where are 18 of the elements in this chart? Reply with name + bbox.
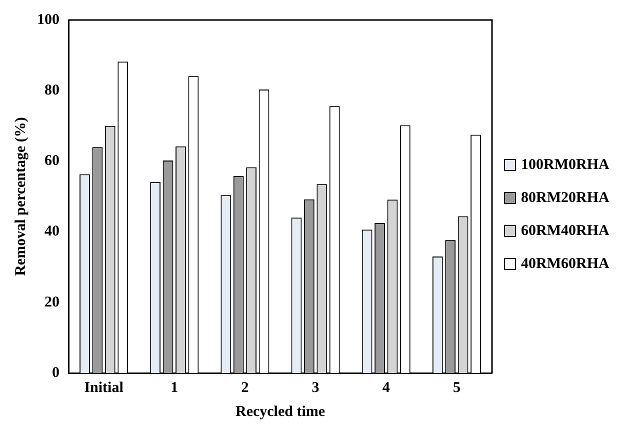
x-tick-label: 3 [312,380,320,396]
y-tick-label: 40 [44,224,60,240]
y-tick-label: 80 [44,82,60,98]
x-tick-label: 4 [382,380,390,396]
text: 40RM60RHA [521,256,610,272]
x-tick-label: 1 [170,380,178,396]
y-tick-label: 60 [44,153,60,170]
y-tick-label: 0 [52,364,60,381]
x-tick-label: 2 [241,380,249,396]
x-axis-title: Recycled time [235,404,326,420]
x-tick-label: 5 [452,380,460,396]
legend-label: 80RM20RHA [521,190,610,206]
y-tick-label: 20 [44,294,60,310]
x-tick-label: Initial [84,380,124,396]
y-tick-label: 100 [37,12,60,28]
y-axis-title: Removal percentage (%) [12,117,29,276]
legend-label: 60RM40RHA [521,222,610,240]
legend-label: 100RM0RHA [521,156,610,174]
